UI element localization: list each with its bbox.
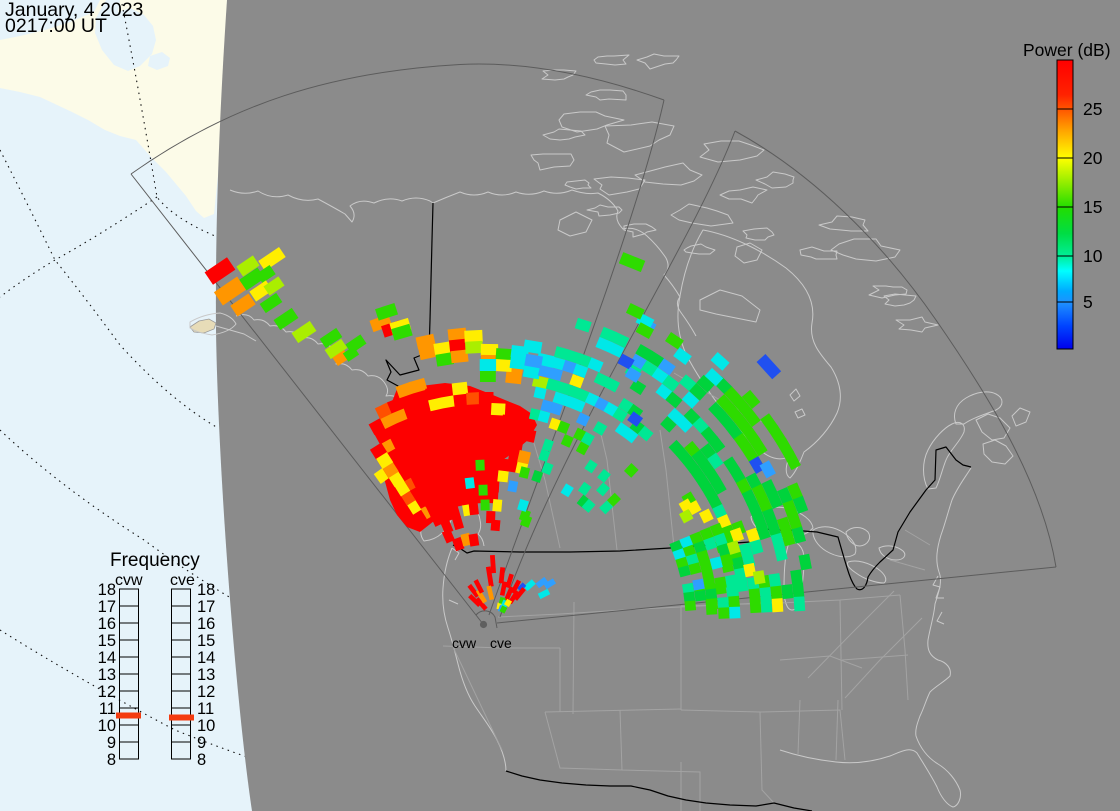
svg-text:11: 11 bbox=[197, 700, 214, 718]
svg-text:13: 13 bbox=[98, 666, 116, 684]
svg-text:16: 16 bbox=[98, 615, 116, 633]
svg-text:18: 18 bbox=[197, 581, 215, 599]
svg-text:10: 10 bbox=[1083, 246, 1103, 266]
svg-text:10: 10 bbox=[197, 717, 215, 735]
svg-text:cve: cve bbox=[490, 635, 512, 651]
svg-text:13: 13 bbox=[197, 666, 215, 684]
svg-text:8: 8 bbox=[197, 751, 206, 769]
svg-text:5: 5 bbox=[1083, 292, 1093, 312]
svg-text:18: 18 bbox=[98, 581, 116, 599]
svg-text:10: 10 bbox=[98, 717, 116, 735]
svg-text:14: 14 bbox=[197, 649, 215, 667]
svg-text:15: 15 bbox=[98, 632, 116, 650]
svg-text:17: 17 bbox=[98, 598, 116, 616]
svg-text:8: 8 bbox=[107, 751, 116, 769]
svg-text:15: 15 bbox=[197, 632, 215, 650]
svg-text:11: 11 bbox=[99, 700, 116, 718]
svg-text:12: 12 bbox=[98, 683, 116, 701]
svg-text:9: 9 bbox=[107, 734, 116, 752]
svg-text:14: 14 bbox=[98, 649, 116, 667]
svg-text:Frequency: Frequency bbox=[110, 550, 200, 571]
svg-text:cve: cve bbox=[170, 572, 195, 589]
svg-text:Power (dB): Power (dB) bbox=[1023, 40, 1111, 60]
svg-text:9: 9 bbox=[197, 734, 206, 752]
svg-text:12: 12 bbox=[197, 683, 215, 701]
svg-text:January, 4 2023: January, 4 2023 bbox=[5, 0, 143, 21]
svg-text:16: 16 bbox=[197, 615, 215, 633]
svg-text:20: 20 bbox=[1083, 148, 1103, 168]
svg-text:cvw: cvw bbox=[452, 635, 477, 651]
svg-text:15: 15 bbox=[1083, 197, 1102, 217]
svg-text:17: 17 bbox=[197, 598, 215, 616]
svg-text:cvw: cvw bbox=[115, 572, 143, 589]
svg-text:0217:00 UT: 0217:00 UT bbox=[5, 15, 107, 37]
svg-text:25: 25 bbox=[1083, 99, 1102, 119]
